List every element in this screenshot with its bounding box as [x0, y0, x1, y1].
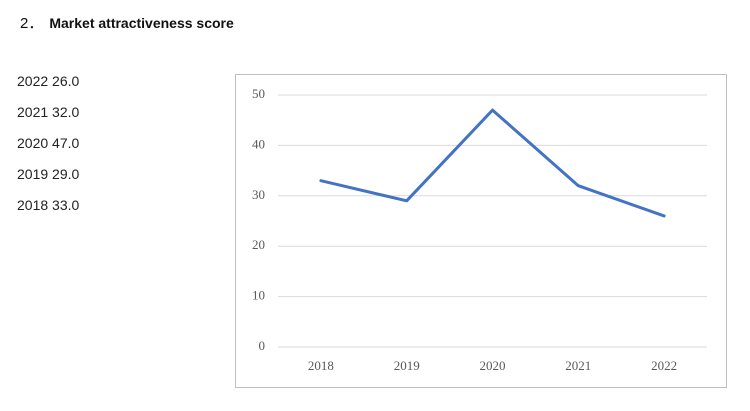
x-tick-label: 2020 [480, 358, 506, 373]
page: 2．Market attractiveness score 2022 26.02… [0, 0, 750, 411]
y-tick-label: 50 [252, 86, 265, 101]
y-tick-label: 40 [252, 136, 265, 151]
y-tick-label: 20 [252, 237, 265, 252]
y-tick-label: 10 [252, 288, 265, 303]
x-tick-label: 2019 [394, 358, 420, 373]
x-tick-label: 2022 [651, 358, 677, 373]
y-tick-label: 0 [259, 338, 266, 353]
x-tick-label: 2021 [565, 358, 591, 373]
y-tick-label: 30 [252, 187, 265, 202]
chart: 0 10 20 30 40 50 2018 2019 2020 2021 2022 [0, 0, 750, 411]
x-tick-label: 2018 [308, 358, 334, 373]
